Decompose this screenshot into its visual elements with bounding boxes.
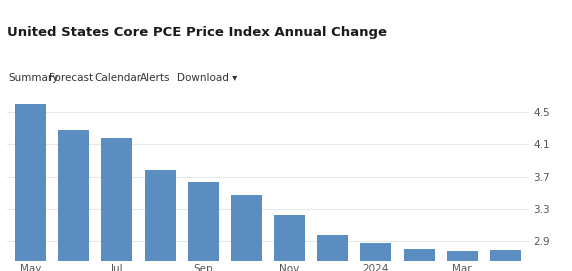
Bar: [101, 138, 133, 271]
Text: United States Core PCE Price Index Annual Change: United States Core PCE Price Index Annua…: [7, 26, 387, 39]
Bar: [274, 215, 305, 271]
Bar: [231, 195, 262, 271]
Bar: [447, 251, 478, 271]
Bar: [403, 249, 435, 271]
Bar: [145, 170, 176, 271]
Text: Summary: Summary: [9, 73, 59, 83]
Bar: [360, 243, 391, 271]
Text: Calendar: Calendar: [94, 73, 141, 83]
Bar: [15, 104, 46, 271]
Text: Download ▾: Download ▾: [177, 73, 238, 83]
Text: Alerts: Alerts: [140, 73, 170, 83]
Bar: [317, 235, 348, 271]
Bar: [188, 182, 219, 271]
Bar: [58, 130, 89, 271]
Bar: [490, 250, 521, 271]
Text: Forecast: Forecast: [49, 73, 93, 83]
